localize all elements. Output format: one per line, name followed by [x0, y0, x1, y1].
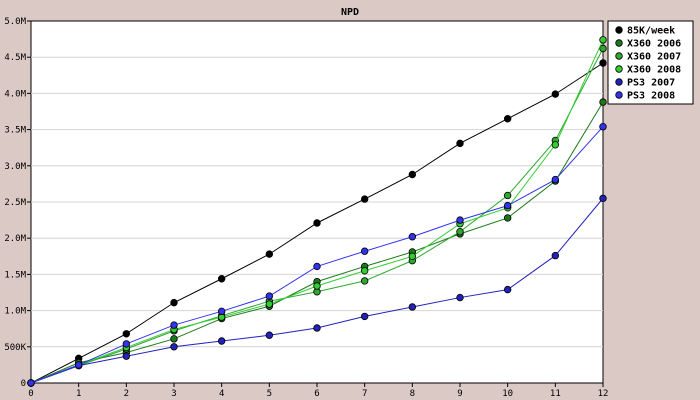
y-tick-label: 4.5M	[4, 53, 26, 63]
data-point	[122, 352, 131, 360]
data-point	[551, 141, 560, 149]
data-point	[360, 277, 369, 285]
y-tick-label: 4.0M	[4, 89, 26, 99]
legend-label: X360 2008	[627, 65, 681, 76]
data-point	[599, 194, 607, 203]
data-point	[170, 298, 178, 307]
data-point	[265, 331, 274, 339]
y-tick-label: 2.0M	[4, 234, 26, 244]
data-point	[503, 285, 512, 294]
data-point	[170, 343, 178, 351]
data-point	[360, 247, 369, 255]
data-point	[313, 219, 321, 227]
data-point	[456, 227, 464, 236]
data-point	[408, 233, 417, 241]
y-tick-label: 3.0M	[4, 162, 26, 172]
legend-label: PS3 2008	[627, 91, 675, 102]
data-point	[313, 282, 321, 290]
legend-label: X360 2007	[627, 52, 681, 63]
y-tick-label: 500K	[4, 343, 26, 353]
x-tick-label: 12	[598, 389, 609, 399]
legend-marker	[615, 52, 623, 60]
data-point	[408, 252, 417, 260]
data-point	[599, 36, 607, 44]
x-tick-label: 11	[550, 389, 561, 399]
data-point	[217, 275, 226, 283]
y-tick-label: 2.5M	[4, 198, 26, 208]
data-point	[551, 90, 560, 98]
x-tick-label: 5	[267, 389, 272, 399]
data-point	[27, 379, 35, 387]
data-point	[265, 292, 274, 300]
data-point	[170, 321, 178, 329]
x-tick-label: 9	[457, 389, 462, 399]
data-point	[503, 201, 512, 210]
data-point	[74, 361, 83, 369]
y-tick-label: 3.5M	[4, 126, 26, 136]
x-tick-label: 0	[28, 389, 33, 399]
data-point	[265, 300, 274, 308]
data-point	[217, 337, 226, 345]
data-point	[360, 267, 369, 275]
legend-marker	[615, 91, 623, 99]
data-point	[599, 44, 607, 53]
legend-label: PS3 2007	[627, 78, 675, 89]
y-tick-label: 1.0M	[4, 307, 26, 317]
data-point	[599, 98, 607, 106]
legend-marker	[615, 78, 623, 86]
x-tick-label: 3	[171, 389, 176, 399]
data-point	[599, 59, 607, 67]
legend-box	[607, 20, 694, 105]
axis-layer: 0 500K 1.0M 1.5M 2.0M 2.5M 3.0M 3.5M 4.0M 4.5M 5.0…	[4, 17, 608, 399]
data-point	[217, 307, 226, 316]
legend-marker	[615, 65, 623, 73]
y-tick-label: 1.5M	[4, 270, 26, 280]
legend: 85K/week X360 2006 X360 2007 X360 2008 PS3 2…	[607, 20, 694, 105]
data-point	[456, 293, 464, 302]
data-point	[503, 214, 512, 222]
data-point	[122, 330, 131, 338]
x-tick-label: 6	[314, 389, 319, 399]
data-point	[360, 312, 369, 321]
x-tick-label: 4	[219, 389, 224, 399]
x-tick-label: 8	[410, 389, 415, 399]
data-point	[408, 170, 417, 179]
series-layer	[27, 36, 607, 387]
y-tick-label: 0	[21, 379, 26, 389]
legend-marker	[615, 26, 623, 34]
data-point	[122, 340, 131, 348]
data-point	[503, 191, 512, 200]
data-point	[551, 251, 560, 260]
data-point	[408, 303, 417, 311]
x-tick-label: 10	[502, 389, 513, 399]
chart-title: NPD	[341, 7, 359, 18]
data-point	[456, 216, 464, 224]
data-point	[313, 324, 321, 332]
data-point	[551, 175, 560, 184]
legend-label: X360 2006	[627, 39, 681, 50]
x-tick-label: 1	[76, 389, 81, 399]
data-point	[503, 115, 512, 123]
data-point	[170, 335, 178, 343]
legend-marker	[615, 39, 623, 47]
data-point	[599, 123, 607, 131]
data-point	[265, 250, 274, 258]
y-tick-label: 5.0M	[4, 17, 26, 27]
data-point	[360, 195, 369, 203]
legend-label: 85K/week	[627, 26, 675, 37]
x-tick-label: 7	[362, 389, 367, 399]
data-point	[313, 262, 321, 271]
data-point	[456, 139, 464, 148]
x-tick-label: 2	[124, 389, 129, 399]
